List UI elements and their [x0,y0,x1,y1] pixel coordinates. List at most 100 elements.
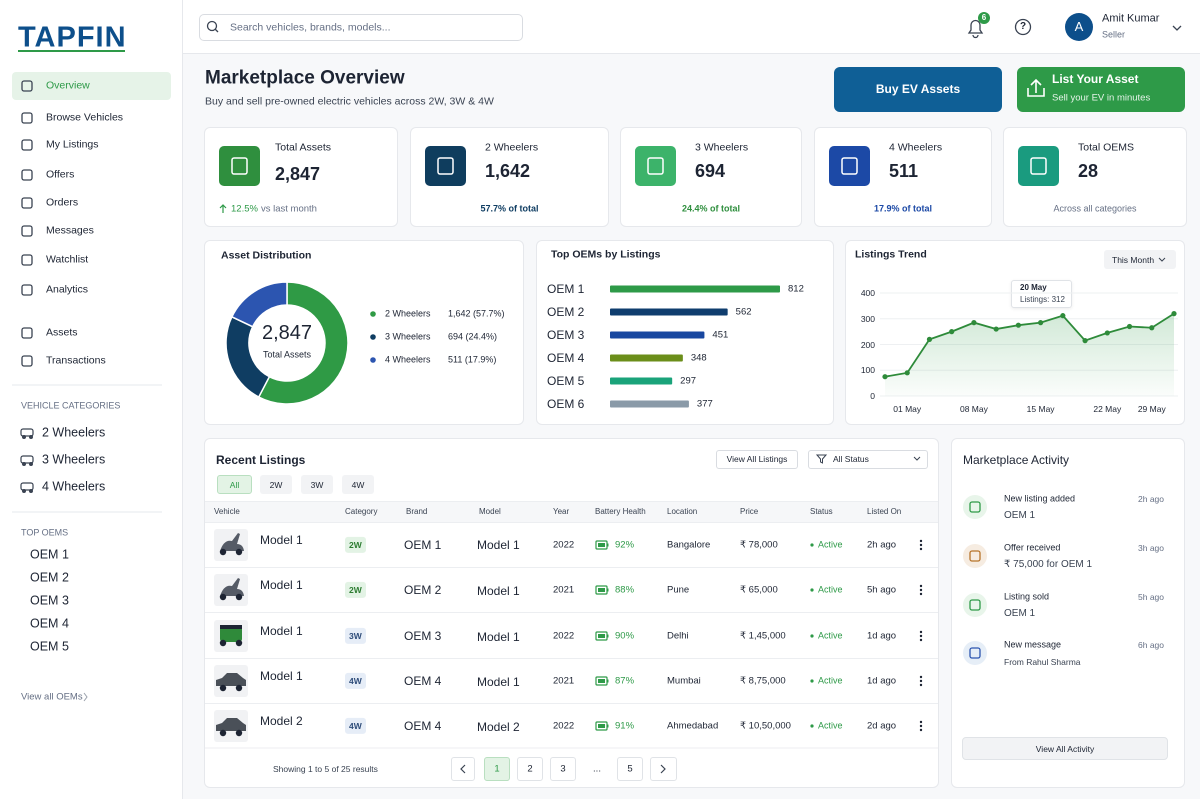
stat-icon [425,146,466,186]
page-button[interactable] [550,757,576,781]
thumb-wheel [219,548,227,556]
category-icon-wheel [29,435,33,439]
listed-on: 1d ago [867,675,897,687]
page-title: Marketplace Overview [205,67,405,89]
activity-item-title: New listing added [1004,493,1076,504]
oem-item[interactable]: OEM 3 [30,593,69,608]
page-button[interactable] [617,757,643,781]
vehicle-name: Model 1 [260,623,303,638]
view-all-oems[interactable]: View all OEMs [21,691,83,703]
vehicle-name: Model 1 [260,668,303,683]
view-all-listings[interactable] [716,450,798,469]
category-badge: 2W [345,581,366,599]
filter-button[interactable] [260,475,292,494]
page-number: 5 [627,763,633,775]
nav-item[interactable]: Offers [46,168,75,181]
x-tick-label: 29 May [1137,403,1166,414]
nav-icon [21,254,33,266]
help-mark[interactable]: ? [1019,21,1027,32]
filter-button[interactable] [217,475,252,494]
view-all-activity[interactable] [962,737,1168,760]
oem-item[interactable]: OEM 2 [30,570,69,585]
nav-icon [21,327,33,339]
category-item[interactable]: 2 Wheelers [42,425,106,440]
bar [610,377,673,385]
nav-item[interactable]: Orders [46,196,79,209]
row-menu-dot [919,588,923,592]
filter-button[interactable] [342,475,374,494]
nav-item[interactable]: Transactions [46,354,106,367]
row-menu-dot [919,720,923,724]
thumb-roof [220,625,242,629]
row-menu-dot [919,630,923,634]
vehicle-name: Model 2 [260,713,303,728]
nav-item[interactable]: Overview [46,79,90,92]
trend-point [971,320,977,326]
x-tick-label: 15 May [1026,403,1055,414]
category-item[interactable]: 3 Wheelers [42,452,106,467]
trend-point [1082,338,1088,344]
activity-card [951,438,1185,788]
nav-item[interactable]: Browse Vehicles [46,111,124,124]
status-dot [810,543,814,547]
category-item[interactable]: 4 Wheelers [42,479,106,494]
chart-title: Listings Trend [855,248,927,261]
trend-point [1015,322,1021,328]
avatar [1065,13,1093,41]
search-box[interactable] [199,14,523,41]
activity-item-detail: From Rahul Sharma [1004,656,1081,667]
trend-point [993,326,999,332]
bar-label: OEM 5 [547,373,585,388]
page-prev[interactable] [451,757,475,781]
oem-item[interactable]: OEM 5 [30,639,69,654]
column-header: Model [479,507,501,517]
activity-item-time: 3h ago [1138,542,1164,553]
tooltip-label: Listings: 312 [1020,295,1065,305]
nav-item[interactable]: Analytics [46,283,89,296]
pagination-summary: Showing 1 to 5 of 25 results [273,763,378,774]
activity-item-title: New message [1004,639,1062,650]
activity-item-title: Listing sold [1004,591,1050,602]
category-icon [20,428,34,437]
page-button[interactable] [517,757,543,781]
bar-value: 348 [690,352,707,364]
brand: OEM 3 [404,628,442,643]
period-dropdown[interactable] [1104,250,1176,269]
nav-item[interactable]: Assets [46,326,78,339]
nav-item[interactable]: Messages [46,224,94,237]
filter-button[interactable] [301,475,333,494]
chart-title: Top OEMs by Listings [551,248,661,261]
category-icon-wheel [29,462,33,466]
page-next[interactable] [650,757,677,781]
status: Active [818,584,843,595]
legend-dot [370,357,376,363]
year: 2021 [553,675,575,687]
page-button[interactable] [484,757,510,781]
list-button[interactable] [1017,67,1185,112]
battery-health: 90% [615,630,635,642]
oem-item[interactable]: OEM 4 [30,616,69,631]
buy-button[interactable] [834,67,1002,112]
stat-label: Total OEMS [1078,141,1135,154]
battery-level [598,588,605,592]
legend-label: 2 Wheelers [385,308,431,319]
row-menu-dot [919,584,923,588]
battery-tip [607,588,609,592]
status: Active [818,720,843,731]
nav-item[interactable]: My Listings [46,138,99,151]
status-dropdown[interactable] [808,450,928,469]
search-placeholder: Search vehicles, brands, models... [230,21,391,34]
oem-item[interactable]: OEM 1 [30,547,69,562]
thumb-body [220,626,242,642]
filter-label: 2W [269,479,283,490]
nav-item[interactable]: Watchlist [46,253,89,266]
legend-value: 1,642 (57.7%) [448,308,505,319]
stat-icon-glyph [647,157,664,175]
listed-on: 2d ago [867,720,897,732]
thumb-wheel [235,684,243,692]
battery-health: 88% [615,584,635,596]
trend-point [882,374,888,380]
y-tick-label: 200 [860,339,875,350]
